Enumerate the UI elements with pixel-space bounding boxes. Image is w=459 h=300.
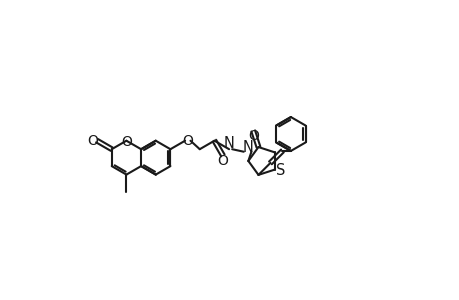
Text: O: O: [87, 134, 98, 148]
Text: S: S: [275, 163, 284, 178]
Text: O: O: [121, 135, 132, 149]
Text: O: O: [247, 129, 258, 142]
Text: N: N: [223, 136, 234, 151]
Text: O: O: [217, 154, 228, 168]
Text: N: N: [242, 140, 253, 154]
Text: O: O: [182, 134, 193, 148]
